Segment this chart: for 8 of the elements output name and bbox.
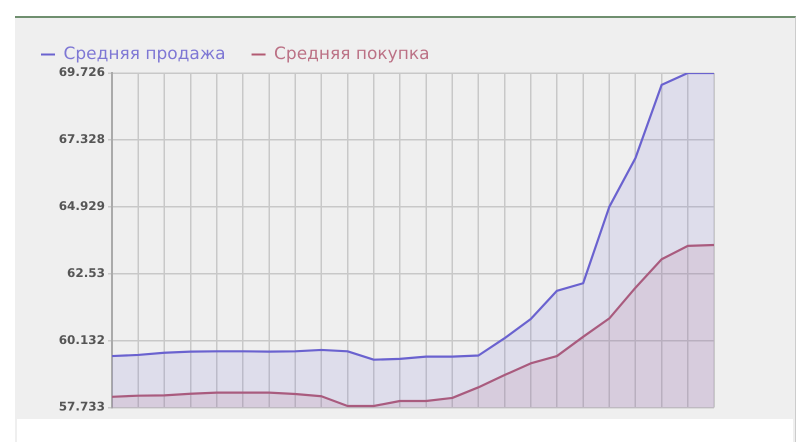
- legend-label: Средняя продажа: [64, 44, 226, 64]
- y-tick-label: 64.929: [58, 198, 105, 213]
- y-tick-label: 60.132: [58, 332, 105, 347]
- y-tick-label: 57.733: [58, 400, 105, 414]
- y-tick-label: 69.726: [58, 65, 105, 80]
- legend-label: Средняя покупка: [274, 44, 430, 64]
- y-tick-label: 62.53: [67, 266, 105, 280]
- y-tick-label: 67.328: [58, 132, 105, 146]
